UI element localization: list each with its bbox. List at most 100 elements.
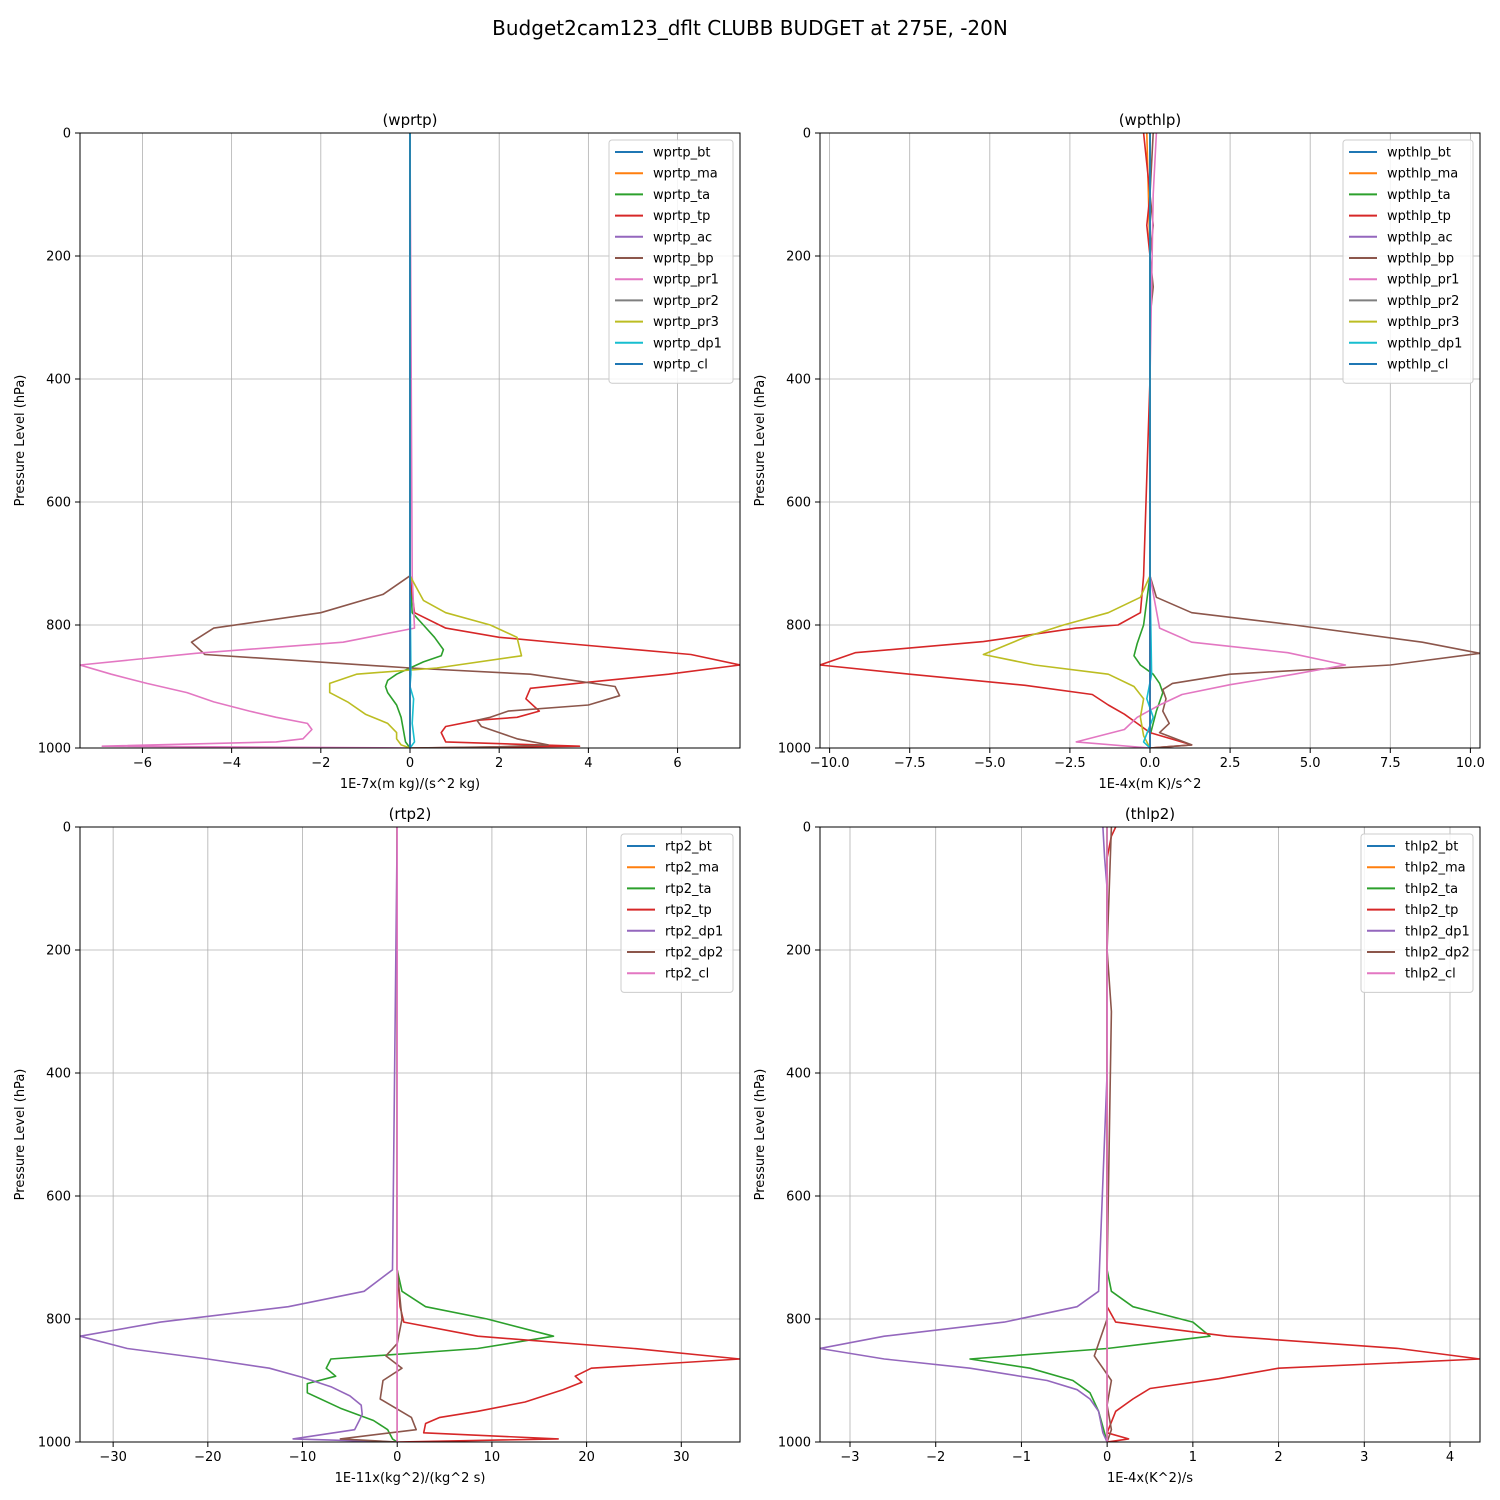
- panel-3-series-rtp2_ta: [306, 827, 555, 1442]
- panel-3-ylabel: Pressure Level (hPa): [13, 1069, 28, 1201]
- panel-3-legend-label-rtp2_bt: rtp2_bt: [665, 840, 712, 855]
- panel-2-legend-label-wpthlp_tp: wpthlp_tp: [1387, 209, 1451, 224]
- panel-2-ytick-label-0: 0: [803, 127, 811, 142]
- panel-1-ylabel: Pressure Level (hPa): [13, 375, 28, 507]
- panel-1-xtick-label-0: −6: [133, 756, 152, 771]
- panel-1-legend: wprtp_bt wprtp_ma wprtp_ta wprtp_tp wprtp_ac…: [608, 139, 734, 384]
- panel-4-legend-label-thlp2_cl: thlp2_cl: [1405, 967, 1456, 982]
- panel-2-legend-label-wpthlp_dp1: wpthlp_dp1: [1387, 336, 1462, 351]
- panel-1-xtick-label-3: 0: [406, 756, 414, 771]
- panel-1-xlabel: 1E-7x(m kg)/(s^2 kg): [340, 777, 480, 792]
- panel-4-xtick-label-1: −2: [926, 1450, 945, 1465]
- panel-4-ytick-label-3: 600: [786, 1190, 811, 1205]
- figure-title: Budget2cam123_dflt CLUBB BUDGET at 275E,…: [492, 16, 1008, 40]
- panel-3-legend-label-rtp2_dp1: rtp2_dp1: [665, 924, 723, 939]
- panel-1-legend-label-wprtp_tp: wprtp_tp: [653, 209, 710, 224]
- panel-1-ytick-label-0: 0: [63, 127, 71, 142]
- panel-4-legend-label-thlp2_tp: thlp2_tp: [1405, 903, 1458, 918]
- panel-2-ylabel: Pressure Level (hPa): [753, 375, 768, 507]
- panel-4-legend: thlp2_bt thlp2_ma thlp2_ta thlp2_tp thlp2_dp…: [1360, 833, 1474, 993]
- panel-2-legend-label-wpthlp_pr1: wpthlp_pr1: [1387, 273, 1459, 288]
- panel-3-xtick-label-1: −20: [194, 1450, 221, 1465]
- panel-2-legend-label-wpthlp_bp: wpthlp_bp: [1387, 252, 1454, 267]
- panel-3-title: (rtp2): [389, 805, 432, 823]
- panel-1-series-wprtp_pr3: [328, 133, 523, 748]
- panel-3-xtick-label-5: 20: [578, 1450, 595, 1465]
- panel-4-ytick-label-4: 800: [786, 1313, 811, 1328]
- panel-1-legend-label-wprtp_ta: wprtp_ta: [653, 188, 710, 203]
- panel-4-legend-label-thlp2_dp2: thlp2_dp2: [1405, 946, 1470, 961]
- panel-2-xtick-label-0: −10.0: [810, 756, 850, 771]
- panel-2-xtick-label-1: −7.5: [894, 756, 926, 771]
- panel-2-ytick-label-3: 600: [786, 496, 811, 511]
- panel-2-series-wpthlp_tp: [820, 133, 1193, 748]
- panel-1-xtick-label-1: −4: [222, 756, 241, 771]
- panel-4-ytick-label-5: 1000: [778, 1436, 811, 1451]
- panel-1-ytick-label-5: 1000: [38, 742, 71, 757]
- panel-1-series-wprtp_pr1: [80, 133, 416, 748]
- panel-1-legend-label-wprtp_pr1: wprtp_pr1: [653, 273, 719, 288]
- panel-2-legend-label-wpthlp_ma: wpthlp_ma: [1387, 167, 1458, 182]
- panel-4: −3 −2 −1 0 1 2 3 4 0 200 400 600 800 1000 (thlp2) 1E-4x…: [753, 805, 1481, 1486]
- panel-3-legend: rtp2_bt rtp2_ma rtp2_ta rtp2_tp rtp2_dp1 rtp2…: [620, 833, 734, 993]
- panel-3-legend-label-rtp2_dp2: rtp2_dp2: [665, 946, 723, 961]
- panel-2-xtick-label-8: 10.0: [1456, 756, 1485, 771]
- panel-2-xtick-label-4: 0.0: [1140, 756, 1161, 771]
- panel-4-series-group: [820, 827, 1480, 1442]
- panel-4-ytick-label-1: 200: [786, 944, 811, 959]
- panel-3-xtick-label-3: 0: [393, 1450, 401, 1465]
- panel-3-series-group: [80, 827, 740, 1442]
- panel-3-xlabel: 1E-11x(kg^2)/(kg^2 s): [335, 1471, 486, 1486]
- panel-2-xlabel: 1E-4x(m K)/s^2: [1099, 777, 1202, 792]
- panel-3-ytick-label-4: 800: [46, 1313, 71, 1328]
- panel-2-series-wpthlp_ta: [1133, 133, 1164, 748]
- panel-1-ytick-label-4: 800: [46, 619, 71, 634]
- panel-2-series-group: [820, 133, 1480, 748]
- panel-4-xtick-label-2: −1: [1012, 1450, 1031, 1465]
- panel-2-title: (wpthlp): [1119, 111, 1182, 129]
- panel-1-legend-label-wprtp_bp: wprtp_bp: [653, 252, 714, 267]
- panel-1-series-wprtp_bp: [190, 133, 621, 748]
- panel-3-frame: [79, 826, 741, 1443]
- panel-4-legend-label-thlp2_dp1: thlp2_dp1: [1405, 924, 1470, 939]
- panel-1-legend-label-wprtp_ac: wprtp_ac: [653, 230, 712, 245]
- panel-2-ytick-label-5: 1000: [778, 742, 811, 757]
- panel-2-legend-label-wpthlp_pr3: wpthlp_pr3: [1387, 315, 1459, 330]
- panel-1-series-wprtp_ta: [384, 133, 445, 748]
- panel-4-legend-label-thlp2_ta: thlp2_ta: [1405, 882, 1458, 897]
- panel-2-xtick-label-6: 5.0: [1300, 756, 1321, 771]
- panel-4-series-thlp2_ta: [969, 827, 1211, 1442]
- panel-2-series-wpthlp_pr1: [1075, 133, 1347, 748]
- panel-3-series-rtp2_tp: [396, 827, 740, 1442]
- panel-3-xtick-label-6: 30: [673, 1450, 690, 1465]
- panel-1-ytick-label-2: 400: [46, 373, 71, 388]
- panel-2-xtick-label-5: 2.5: [1220, 756, 1241, 771]
- panel-2-legend-label-wpthlp_bt: wpthlp_bt: [1387, 146, 1451, 161]
- panel-3-ytick-label-1: 200: [46, 944, 71, 959]
- panel-1-xtick-label-6: 6: [673, 756, 681, 771]
- panel-4-xlabel: 1E-4x(K^2)/s: [1107, 1471, 1193, 1486]
- panel-2-ytick-label-2: 400: [786, 373, 811, 388]
- panel-3-xtick-label-2: −10: [289, 1450, 316, 1465]
- panel-1: −6 −4 −2 0 2 4 6 0 200 400 600 800 1000 (wprtp) 1E-7x(…: [13, 111, 741, 792]
- panel-3-legend-label-rtp2_ma: rtp2_ma: [665, 861, 719, 876]
- panel-4-frame: [819, 826, 1481, 1443]
- panel-1-series-wprtp_tp: [409, 133, 740, 748]
- panel-2-legend-label-wpthlp_ac: wpthlp_ac: [1387, 230, 1453, 245]
- panel-4-series-thlp2_dp2: [1093, 827, 1113, 1442]
- panel-3-xtick-label-4: 10: [484, 1450, 501, 1465]
- panel-3-ytick-label-2: 400: [46, 1067, 71, 1082]
- panel-4-xtick-label-5: 2: [1274, 1450, 1282, 1465]
- panel-4-legend-label-thlp2_ma: thlp2_ma: [1405, 861, 1466, 876]
- panel-1-legend-label-wprtp_dp1: wprtp_dp1: [653, 336, 722, 351]
- panel-1-legend-label-wprtp_cl: wprtp_cl: [653, 358, 708, 373]
- panel-1-title: (wprtp): [382, 111, 437, 129]
- panel-3-series-rtp2_dp2: [339, 827, 418, 1442]
- panel-3-ytick-label-0: 0: [63, 821, 71, 836]
- panel-4-xtick-label-7: 4: [1446, 1450, 1454, 1465]
- panel-1-legend-label-wprtp_pr3: wprtp_pr3: [653, 315, 719, 330]
- panel-3-ytick-label-5: 1000: [38, 1436, 71, 1451]
- panel-4-xtick-label-3: 0: [1103, 1450, 1111, 1465]
- panel-2-series-wpthlp_pr3: [982, 133, 1151, 748]
